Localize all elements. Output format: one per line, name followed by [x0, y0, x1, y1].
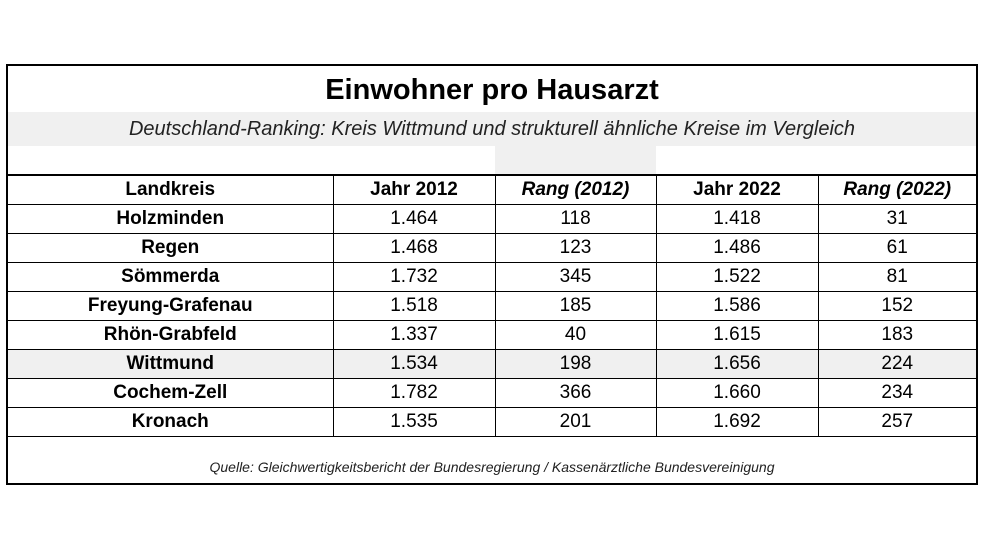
cell-rang-2012: 40: [494, 320, 656, 350]
cell-jahr-2012: 1.732: [332, 262, 495, 292]
table-frame: Einwohner pro Hausarzt Deutschland-Ranki…: [6, 64, 978, 485]
header-rang-2012: Rang (2012): [494, 174, 656, 205]
table-subtitle: Deutschland-Ranking: Kreis Wittmund und …: [8, 112, 976, 146]
cell-jahr-2022: 1.486: [655, 233, 818, 263]
table-row: Regen 1.468 123 1.486 61: [8, 233, 976, 263]
cell-jahr-2012: 1.518: [332, 291, 495, 321]
cell-rang-2012: 201: [494, 407, 656, 437]
table-row: Freyung-Grafenau 1.518 185 1.586 152: [8, 291, 976, 321]
cell-landkreis: Kronach: [8, 407, 333, 437]
table-row: Holzminden 1.464 118 1.418 31: [8, 204, 976, 234]
cell-jahr-2012: 1.534: [332, 349, 495, 379]
cell-landkreis: Wittmund: [8, 349, 333, 379]
cell-jahr-2012: 1.464: [332, 204, 495, 234]
cell-rang-2022: 183: [817, 320, 976, 350]
header-jahr-2022: Jahr 2022: [655, 174, 818, 205]
cell-landkreis: Cochem-Zell: [8, 378, 333, 408]
cell-rang-2022: 257: [817, 407, 976, 437]
cell-rang-2012: 345: [494, 262, 656, 292]
cell-landkreis: Holzminden: [8, 204, 333, 234]
cell-rang-2012: 185: [494, 291, 656, 321]
ranking-table: Landkreis Jahr 2012 Rang (2012) Jahr 202…: [8, 174, 976, 437]
cell-rang-2022: 224: [817, 349, 976, 379]
header-landkreis: Landkreis: [8, 174, 333, 205]
cell-landkreis: Sömmerda: [8, 262, 333, 292]
cell-jahr-2022: 1.656: [655, 349, 818, 379]
table-row: Cochem-Zell 1.782 366 1.660 234: [8, 378, 976, 408]
cell-jahr-2022: 1.418: [655, 204, 818, 234]
cell-jahr-2012: 1.468: [332, 233, 495, 263]
cell-rang-2022: 81: [817, 262, 976, 292]
cell-jahr-2022: 1.692: [655, 407, 818, 437]
cell-jahr-2012: 1.535: [332, 407, 495, 437]
cell-jahr-2022: 1.615: [655, 320, 818, 350]
cell-rang-2022: 152: [817, 291, 976, 321]
cell-jahr-2012: 1.782: [332, 378, 495, 408]
cell-rang-2022: 61: [817, 233, 976, 263]
cell-rang-2022: 31: [817, 204, 976, 234]
cell-jahr-2022: 1.660: [655, 378, 818, 408]
cell-jahr-2012: 1.337: [332, 320, 495, 350]
cell-rang-2012: 366: [494, 378, 656, 408]
cell-rang-2012: 118: [494, 204, 656, 234]
cell-rang-2012: 123: [494, 233, 656, 263]
source-note: Quelle: Gleichwertigkeitsbericht der Bun…: [209, 459, 775, 475]
header-jahr-2012: Jahr 2012: [332, 174, 495, 205]
table-row: Rhön-Grabfeld 1.337 40 1.615 183: [8, 320, 976, 350]
cell-rang-2022: 234: [817, 378, 976, 408]
table-row: Wittmund 1.534 198 1.656 224: [8, 349, 976, 379]
cell-rang-2012: 198: [494, 349, 656, 379]
table-row: Sömmerda 1.732 345 1.522 81: [8, 262, 976, 292]
cell-landkreis: Freyung-Grafenau: [8, 291, 333, 321]
header-row: Landkreis Jahr 2012 Rang (2012) Jahr 202…: [8, 174, 976, 205]
header-rang-2022: Rang (2022): [817, 174, 976, 205]
table-row: Kronach 1.535 201 1.692 257: [8, 407, 976, 437]
cell-jahr-2022: 1.522: [655, 262, 818, 292]
shaded-spacer: [495, 146, 656, 174]
cell-jahr-2022: 1.586: [655, 291, 818, 321]
table-title: Einwohner pro Hausarzt: [325, 74, 659, 106]
cell-landkreis: Rhön-Grabfeld: [8, 320, 333, 350]
cell-landkreis: Regen: [8, 233, 333, 263]
